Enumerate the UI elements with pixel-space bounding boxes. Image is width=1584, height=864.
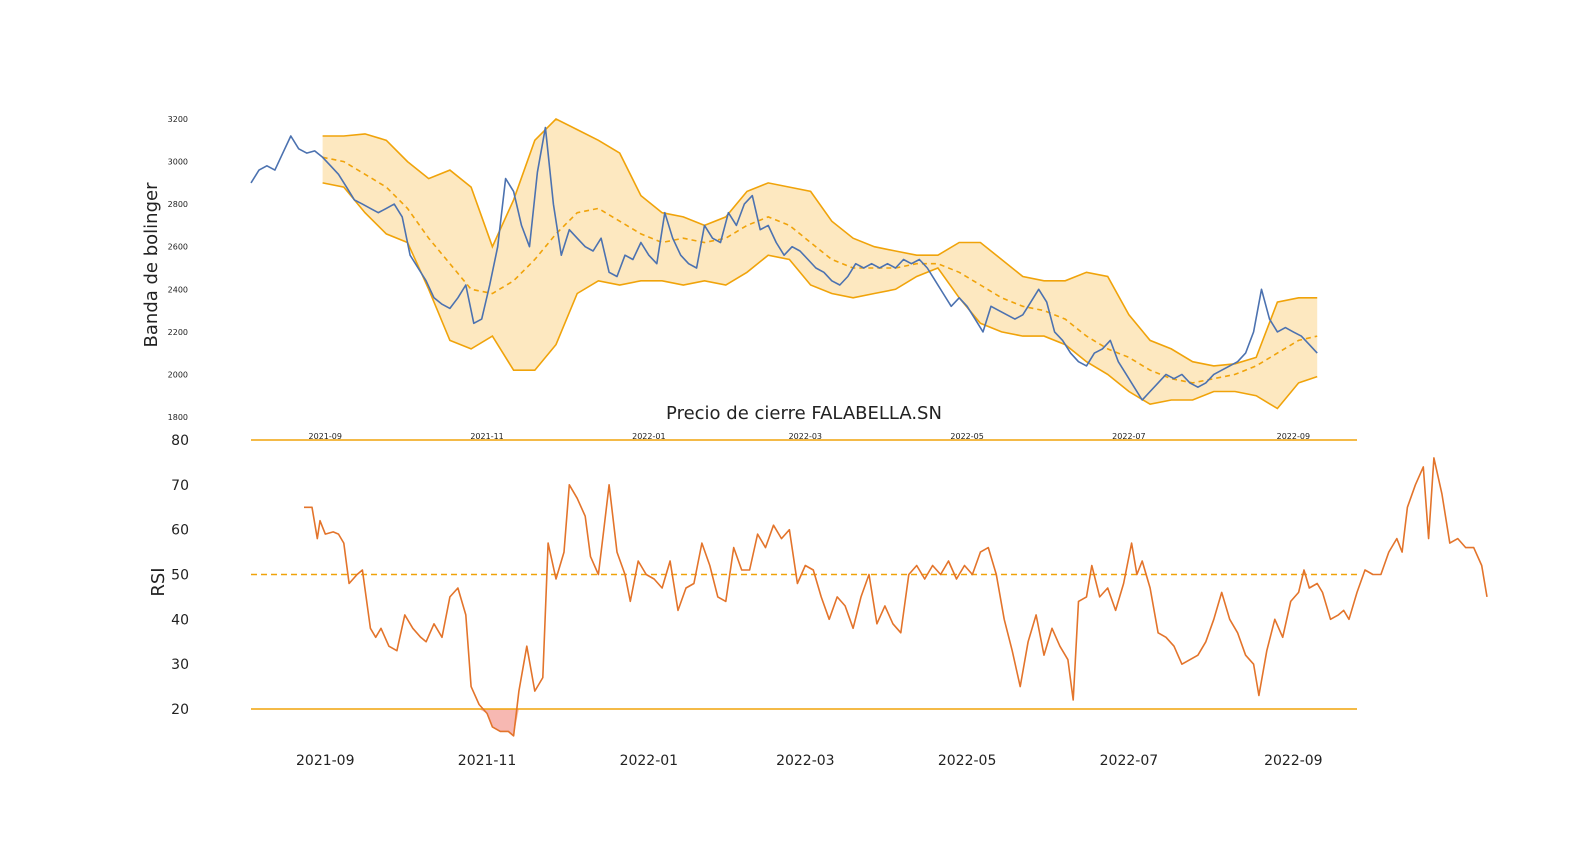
bollinger-x-tick-label: 2021-09	[309, 432, 342, 441]
rsi-x-tick-label: 2022-09	[1264, 753, 1323, 769]
moving-average-line	[322, 156, 1318, 384]
bollinger-y-tick-label: 2000	[168, 370, 188, 379]
bollinger-y-axis-label: Banda de bolinger	[141, 182, 162, 348]
bollinger-x-tick-label: 2022-03	[789, 432, 822, 441]
bollinger-x-tick-label: 2022-01	[632, 432, 665, 441]
bollinger-y-tick-label: 1800	[168, 413, 188, 422]
bollinger-x-tick-label: 2022-09	[1277, 432, 1310, 441]
bollinger-band-area	[322, 119, 1318, 409]
rsi-y-tick-label: 70	[171, 478, 189, 494]
rsi-oversold-area	[479, 709, 519, 736]
rsi-panel: 20 30 40 50 60 70 80 2021-09 2021-11 2022-01 2022-…	[148, 433, 1488, 769]
bollinger-x-tick-label: 2022-07	[1112, 432, 1145, 441]
rsi-y-tick-label: 40	[171, 612, 189, 628]
upper-band-line	[322, 118, 1318, 367]
rsi-y-tick-label: 50	[171, 568, 189, 584]
rsi-x-tick-label: 2022-07	[1100, 753, 1159, 769]
rsi-x-tick-label: 2021-11	[458, 753, 517, 769]
close-price-line	[250, 126, 1318, 401]
bollinger-y-tick-label: 2200	[168, 328, 188, 337]
rsi-y-tick-label: 80	[171, 433, 189, 449]
rsi-line	[304, 457, 1488, 737]
rsi-y-axis-label: RSI	[148, 567, 169, 596]
lower-band-line	[322, 182, 1318, 410]
rsi-y-tick-label: 20	[171, 702, 189, 718]
rsi-y-tick-label: 30	[171, 657, 189, 673]
bollinger-y-tick-label: 2800	[168, 200, 188, 209]
bollinger-y-tick-label: 3000	[168, 158, 188, 167]
rsi-x-tick-label: 2022-01	[620, 753, 679, 769]
bollinger-x-tick-label: 2022-05	[950, 432, 983, 441]
chart-title: Precio de cierre FALABELLA.SN	[666, 403, 942, 424]
rsi-x-tick-label: 2022-05	[938, 753, 997, 769]
rsi-x-tick-label: 2022-03	[776, 753, 835, 769]
bollinger-panel: 1800 2000 2200 2400 2600 2800 3000 3200 2021-09 2…	[141, 115, 1318, 441]
rsi-y-tick-label: 60	[171, 523, 189, 539]
bollinger-y-tick-label: 2400	[168, 285, 188, 294]
rsi-x-tick-label: 2021-09	[296, 753, 355, 769]
bollinger-y-tick-label: 3200	[168, 115, 188, 124]
bollinger-x-tick-label: 2021-11	[470, 432, 503, 441]
bollinger-y-tick-label: 2600	[168, 243, 188, 252]
